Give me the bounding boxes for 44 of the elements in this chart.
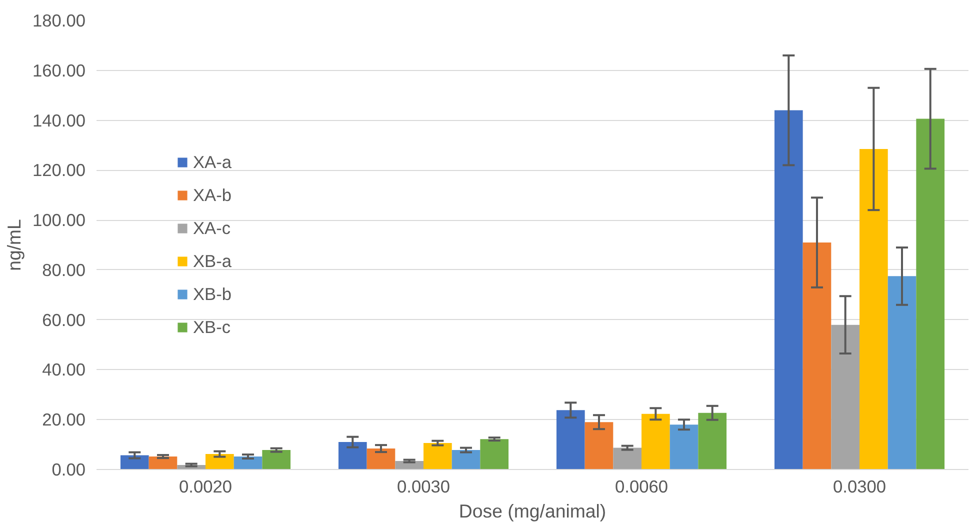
y-tick-label: 40.00 [42,360,86,380]
bar [831,324,860,470]
bar [234,456,262,470]
bar [774,110,803,470]
legend-label: XA-c [193,218,231,238]
x-tick-label: 0.0030 [397,476,450,496]
legend-label: XB-a [193,250,232,272]
legend-label: XB-c [193,316,231,338]
bar [888,276,916,470]
y-axis-title: ng/mL [4,219,24,271]
bar [148,456,178,470]
y-tick-label: 180.00 [32,10,86,30]
bar [698,412,727,470]
bar [556,410,585,470]
bar [120,455,149,470]
bar [424,443,452,470]
x-tick-label: 0.0020 [179,476,232,496]
legend-label: XA-b [193,184,232,206]
y-tick-label: 80.00 [42,260,86,280]
bar [262,450,291,470]
bar [670,424,698,470]
y-tick-label: 0.00 [52,460,86,480]
bar [338,442,367,470]
bar [206,454,234,470]
bar [916,118,945,470]
bar [613,448,642,470]
legend-label: XA-a [193,152,232,172]
y-tick-label: 20.00 [42,410,86,430]
y-tick-label: 100.00 [32,210,86,230]
bar [366,448,396,470]
legend-label: XB-b [193,284,232,304]
bar [802,242,832,470]
x-tick-label: 0.0060 [615,476,668,496]
y-tick-label: 120.00 [32,160,86,180]
bar [452,450,480,470]
bar [584,422,614,470]
x-axis-title: Dose (mg/animal) [458,500,606,522]
y-tick-label: 140.00 [32,110,86,130]
x-tick-label: 0.0300 [833,476,886,496]
y-tick-label: 60.00 [42,310,86,330]
bar [860,148,888,470]
bar [642,414,670,470]
y-tick-label: 160.00 [32,60,86,80]
bar [480,439,509,470]
